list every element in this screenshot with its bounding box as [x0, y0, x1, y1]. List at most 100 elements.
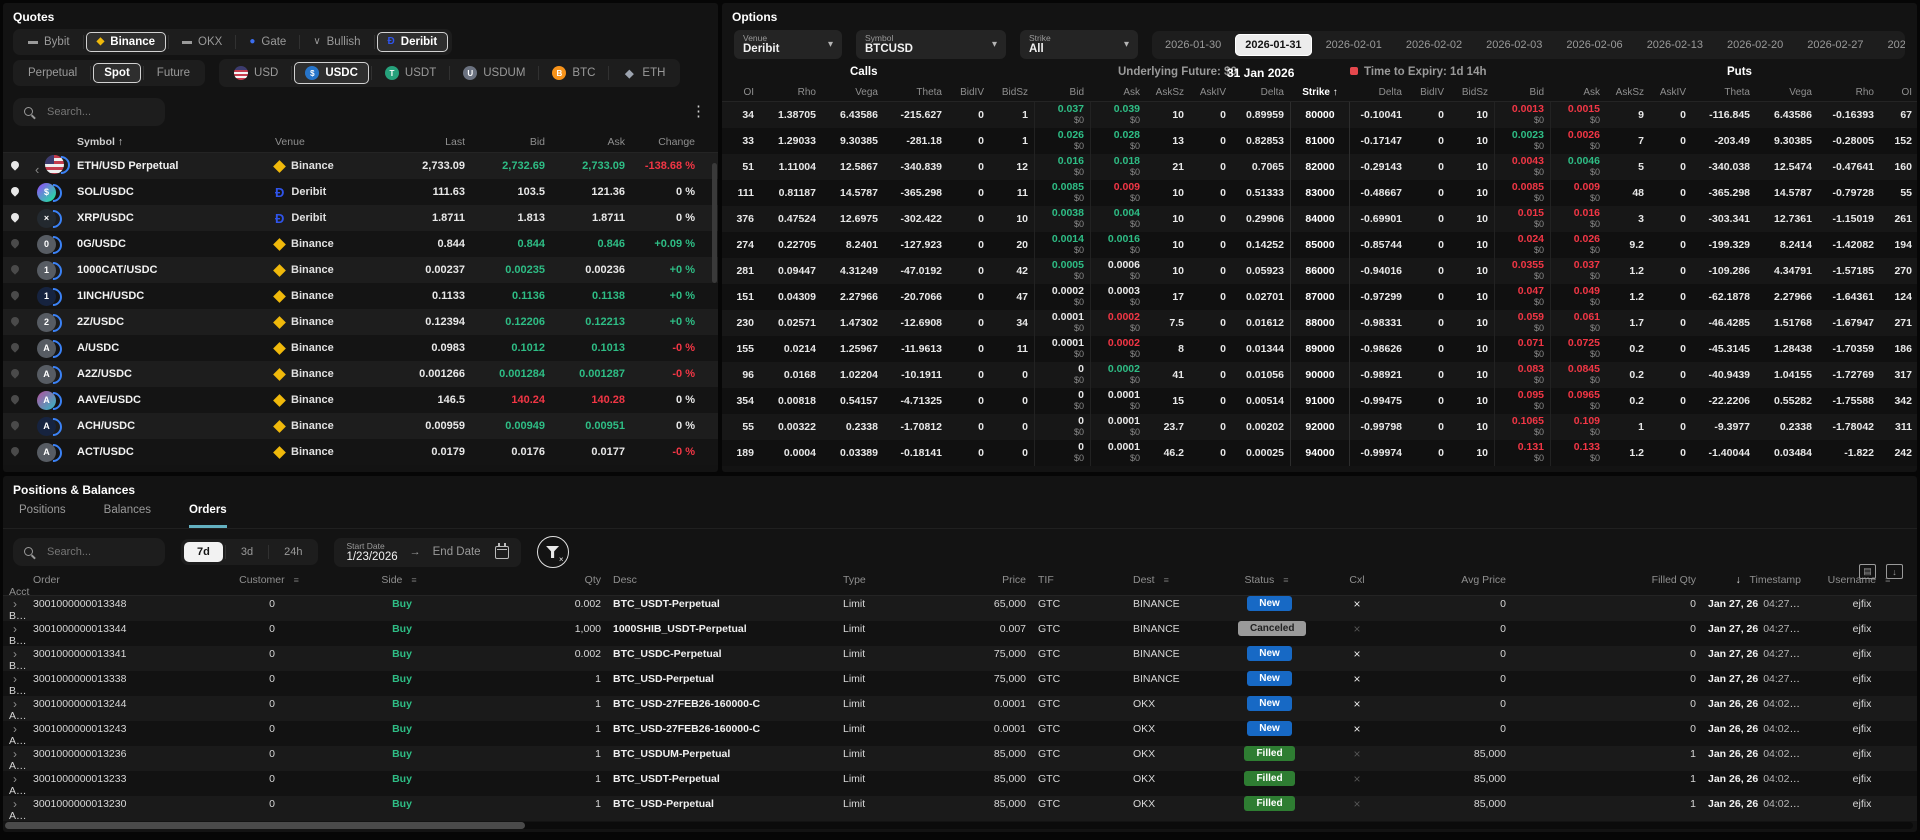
pin-icon[interactable] — [9, 419, 35, 432]
quote-row[interactable]: 2 2Z/USDC Binance 0.12394 0.12206 0.1221… — [3, 309, 718, 335]
quote-row[interactable]: A ACH/USDC Binance 0.00959 0.00949 0.009… — [3, 413, 718, 439]
strike-value[interactable]: 81000 — [1290, 128, 1350, 154]
tab-positions[interactable]: Positions — [19, 504, 66, 516]
chain-col-delta[interactable]: Delta — [1378, 87, 1402, 98]
pin-icon[interactable] — [9, 211, 35, 224]
put-bid[interactable]: 0.071 $0 — [1494, 336, 1550, 362]
clear-filter-button[interactable]: × — [536, 536, 569, 568]
order-row[interactable]: › 3001000000013348 0 Buy 0.002 BTC_USDT-… — [3, 596, 1917, 622]
orders-col-side[interactable]: Side ≡ — [337, 574, 467, 586]
expiry-date-tab[interactable]: 2026-02-03 — [1486, 38, 1543, 51]
call-ask[interactable]: 0.018 $0 — [1090, 154, 1146, 180]
expiry-date-tab[interactable]: 2026-02-01 — [1325, 38, 1382, 51]
put-bid[interactable]: 0.0023 $0 — [1494, 128, 1550, 154]
expand-row-icon[interactable]: › — [13, 796, 17, 811]
chain-row[interactable]: 96 0.0168 1.02204 -10.1911 0 0 0 $0 0.0002 $0 41 0 0… — [722, 362, 1917, 388]
expand-row-icon[interactable]: › — [13, 596, 17, 611]
chain-col-strike[interactable]: Strike ↑ — [1302, 87, 1338, 98]
chain-col-oi[interactable]: OI — [743, 87, 754, 98]
orders-col-order[interactable]: Order — [33, 574, 60, 586]
range-button-7d[interactable]: 7d — [184, 542, 223, 562]
call-bid[interactable]: 0.0001 $0 — [1034, 336, 1090, 362]
chain-row[interactable]: 354 0.00818 0.54157 -4.71325 0 0 0 $0 0.0001 $0 15… — [722, 388, 1917, 414]
put-ask[interactable]: 0.037 $0 — [1550, 258, 1606, 284]
call-bid[interactable]: 0.026 $0 — [1034, 128, 1090, 154]
call-bid[interactable]: 0.0005 $0 — [1034, 258, 1090, 284]
quotes-search-input[interactable] — [45, 105, 155, 119]
chain-col-ask[interactable]: Ask — [1583, 87, 1600, 98]
put-ask[interactable]: 0.0845 $0 — [1550, 362, 1606, 388]
orders-col-customer[interactable]: Customer ≡ — [207, 574, 337, 586]
col-bid[interactable]: Bid — [529, 136, 545, 148]
chain-col-rho[interactable]: Rho — [797, 87, 816, 98]
call-bid[interactable]: 0 $0 — [1034, 388, 1090, 414]
tab-orders[interactable]: Orders — [188, 504, 227, 528]
expand-row-icon[interactable]: › — [13, 621, 17, 636]
order-row[interactable]: › 3001000000013230 0 Buy 1 BTC_USD-Perpe… — [3, 796, 1917, 822]
order-row[interactable]: › 3001000000013341 0 Buy 0.002 BTC_USDC-… — [3, 646, 1917, 672]
type-tab-perpetual[interactable]: Perpetual — [28, 67, 78, 79]
chain-col-askiv[interactable]: AskIV — [1659, 87, 1686, 98]
pin-icon[interactable] — [9, 263, 35, 276]
chain-row[interactable]: 151 0.04309 2.27966 -20.7066 0 47 0.0002 $0 0.00… — [722, 284, 1917, 310]
put-bid[interactable]: 0.131 $0 — [1494, 440, 1550, 466]
currency-tab-usdum[interactable]: U USDUM — [452, 62, 536, 84]
orders-col-acct[interactable]: Acct — [9, 586, 30, 598]
currency-tab-usd[interactable]: USD — [223, 62, 289, 84]
chain-row[interactable]: 55 0.00322 0.2338 -1.70812 0 0 0 $0 0.0001 $0 23.7… — [722, 414, 1917, 440]
quote-row[interactable]: 1 1INCH/USDC Binance 0.1133 0.1136 0.113… — [3, 283, 718, 309]
cancel-icon[interactable]: × — [1353, 596, 1361, 611]
chain-col-asksz[interactable]: AskSz — [1155, 87, 1184, 98]
tab-balances[interactable]: Balances — [103, 504, 151, 516]
chain-row[interactable]: 34 1.38705 6.43586 -215.627 0 1 0.037 $0 0.039 $0… — [722, 102, 1917, 128]
cancel-icon[interactable]: × — [1353, 671, 1361, 686]
pin-icon[interactable] — [9, 367, 35, 380]
chain-row[interactable]: 274 0.22705 8.2401 -127.923 0 20 0.0014 $0 0.001… — [722, 232, 1917, 258]
quote-row[interactable]: × XRP/USDC Đ Deribit 1.8711 1.813 1.8711 … — [3, 205, 718, 231]
order-row[interactable]: › 3001000000013344 0 Buy 1,000 1000SHIB_… — [3, 621, 1917, 647]
strike-select[interactable]: Strike All ▾ — [1020, 30, 1138, 59]
call-bid[interactable]: 0.0014 $0 — [1034, 232, 1090, 258]
currency-tab-eth[interactable]: ◆ ETH — [611, 62, 676, 84]
put-ask[interactable]: 0.016 $0 — [1550, 206, 1606, 232]
expand-row-icon[interactable]: › — [13, 771, 17, 786]
chain-row[interactable]: 376 0.47524 12.6975 -302.422 0 10 0.0038 $0 0.00… — [722, 206, 1917, 232]
chain-row[interactable]: 111 0.81187 14.5787 -365.298 0 11 0.0085 $0 0.00… — [722, 180, 1917, 206]
col-venue[interactable]: Venue — [275, 136, 305, 148]
orders-col-qty[interactable]: Qty — [584, 574, 601, 586]
col-ask[interactable]: Ask — [607, 136, 625, 148]
horizontal-scrollbar[interactable] — [5, 822, 1913, 829]
call-ask[interactable]: 0.0002 $0 — [1090, 310, 1146, 336]
call-ask[interactable]: 0.0006 $0 — [1090, 258, 1146, 284]
cancel-icon[interactable]: × — [1353, 771, 1361, 786]
chain-row[interactable]: 155 0.0214 1.25967 -11.9613 0 11 0.0001 $0 0.000… — [722, 336, 1917, 362]
order-row[interactable]: › 3001000000013233 0 Buy 1 BTC_USDT-Perp… — [3, 771, 1917, 797]
quote-row[interactable]: A ACT/USDC Binance 0.0179 0.0176 0.0177 … — [3, 439, 718, 465]
strike-value[interactable]: 86000 — [1290, 258, 1350, 284]
pin-icon[interactable] — [9, 393, 35, 406]
strike-value[interactable]: 90000 — [1290, 362, 1350, 388]
expand-row-icon[interactable]: › — [13, 696, 17, 711]
venue-tab-gate[interactable]: ● Gate — [249, 36, 287, 48]
expand-row-icon[interactable]: › — [13, 721, 17, 736]
put-bid[interactable]: 0.015 $0 — [1494, 206, 1550, 232]
call-bid[interactable]: 0.0002 $0 — [1034, 284, 1090, 310]
currency-tab-usdt[interactable]: T USDT — [374, 62, 447, 84]
cancel-icon[interactable]: × — [1353, 746, 1361, 761]
expand-row-icon[interactable]: › — [13, 646, 17, 661]
orders-col-timestamp[interactable]: ↓ Timestamp — [1702, 574, 1807, 586]
order-row[interactable]: › 3001000000013338 0 Buy 1 BTC_USD-Perpe… — [3, 671, 1917, 697]
strike-value[interactable]: 83000 — [1290, 180, 1350, 206]
end-date-field[interactable]: End Date — [432, 546, 481, 558]
put-bid[interactable]: 0.0355 $0 — [1494, 258, 1550, 284]
put-bid[interactable]: 0.095 $0 — [1494, 388, 1550, 414]
order-row[interactable]: › 3001000000013243 0 Buy 1 BTC_USD-27FEB… — [3, 721, 1917, 747]
strike-value[interactable]: 91000 — [1290, 388, 1350, 414]
call-ask[interactable]: 0.0002 $0 — [1090, 336, 1146, 362]
quote-row[interactable]: A A2Z/USDC Binance 0.001266 0.001284 0.0… — [3, 361, 718, 387]
quote-row[interactable]: ‹ ETH/USD Perpetual Binance 2,733.09 2,7… — [3, 153, 718, 179]
order-row[interactable]: › 3001000000013244 0 Buy 1 BTC_USD-27FEB… — [3, 696, 1917, 722]
col-last[interactable]: Last — [445, 136, 465, 148]
cancel-icon[interactable]: × — [1353, 721, 1361, 736]
put-ask[interactable]: 0.049 $0 — [1550, 284, 1606, 310]
